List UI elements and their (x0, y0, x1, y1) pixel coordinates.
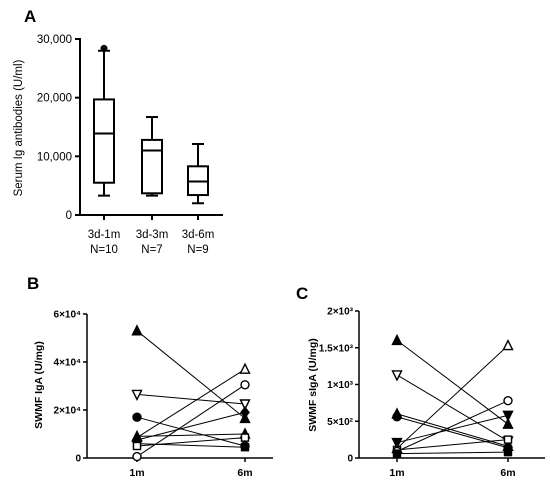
panel-b-letter: B (27, 274, 39, 293)
panel-c-y-axis-label: SWMF sIgA (U/mg) (307, 338, 319, 432)
panel-c-category-label: 1m (389, 467, 404, 479)
panel-a-y-tick-label: 20,000 (37, 93, 72, 105)
panel-c-y-tick-label: 5×10² (327, 417, 354, 428)
panel-a-box-1 (93, 44, 115, 197)
panel-a-y-tick-label: 0 (66, 210, 72, 222)
panel-b-pair-line (136, 411, 246, 441)
panel-b-category-label: 6m (237, 467, 252, 479)
point-triangle-down (502, 410, 514, 422)
point-circle (240, 380, 250, 390)
point-triangle-up (131, 429, 143, 442)
panel-a-axes: 0 10,000 20,000 30,000 3d-1m N=10 3d-3m N=7 3d-6… (37, 34, 223, 256)
panel-a-n-label: N=7 (141, 244, 162, 256)
panel-b-pair-line (136, 416, 246, 447)
panel-b-pair-line (136, 368, 246, 439)
panel-a-n-label: N=9 (187, 244, 208, 256)
point-triangle-down (239, 399, 251, 411)
panel-c-axes: 0 5×10² 1×10³ 1.5×10³ 2×10³ 1m 6m (319, 307, 545, 479)
panel-c-y-tick-label: 0 (347, 454, 353, 465)
panel-c-y-tick-label: 2×10³ (327, 307, 354, 318)
panel-c-pair-line (396, 400, 509, 452)
panel-b-category-label: 1m (129, 467, 144, 479)
panel-c-pair-line (396, 340, 509, 425)
panel-b-y-tick-label: 2×10⁴ (54, 406, 82, 417)
panel-b-axes: 0 2×10⁴ 4×10⁴ 6×10⁴ 1m 6m (54, 310, 273, 479)
point-triangle-up (131, 324, 143, 336)
panel-a-y-tick-label: 10,000 (37, 151, 72, 163)
panel-b-y-tick-label: 0 (75, 454, 81, 465)
box-outlier (100, 44, 108, 52)
panel-b-pair-line (136, 393, 246, 405)
panel-b-pair-line (136, 433, 246, 437)
point-triangle-down (391, 370, 403, 382)
point-square (392, 449, 402, 458)
panel-a-y-tick-label: 30,000 (37, 34, 72, 46)
point-triangle-down (131, 389, 143, 401)
panel-c-pair-line (396, 451, 509, 455)
panel-b-pair-line (136, 384, 246, 457)
box-iqr (141, 138, 163, 195)
panel-a-box-2 (141, 116, 163, 197)
panel-a-y-axis-label: Serum Ig antibodies (U/ml) (13, 59, 25, 196)
point-circle (392, 412, 402, 422)
point-square (240, 443, 250, 452)
panel-b-y-tick-label: 4×10⁴ (54, 358, 82, 369)
panel-a-boxes (93, 44, 209, 205)
panel-c-pair-line (396, 439, 509, 451)
panel-c-pair-line (396, 374, 509, 442)
panel-b: B SWMF IgA (U/mg) 0 2×10⁴ 4×10⁴ 6×10⁴ 1m 6m (27, 274, 273, 479)
point-circle (132, 451, 142, 462)
point-circle (503, 395, 513, 406)
panel-b-y-axis-label: SWMF IgA (U/mg) (33, 341, 45, 429)
point-triangle-up (502, 417, 514, 429)
panel-a-letter: A (24, 7, 36, 26)
panel-a-category-label: 3d-1m (88, 229, 121, 241)
panel-c-pair-line (396, 345, 509, 449)
point-square (503, 435, 513, 444)
panel-c-category-label: 6m (500, 467, 515, 479)
point-triangle-up (239, 362, 251, 374)
point-square (240, 433, 250, 442)
panel-a: A Serum Ig antibodies (U/ml) 0 10,000 20,0… (13, 7, 223, 256)
point-square (132, 441, 142, 451)
panel-a-box-3 (187, 143, 209, 205)
panel-c-y-tick-label: 1×10³ (327, 380, 354, 391)
panel-b-pair-line (136, 330, 246, 419)
panel-a-category-label: 3d-3m (136, 229, 169, 241)
panel-b-points (131, 324, 251, 462)
point-triangle-up (502, 338, 514, 351)
panel-c-points (391, 333, 514, 458)
point-circle (132, 412, 142, 422)
box-iqr (93, 98, 115, 184)
point-square (503, 447, 513, 457)
panel-c-y-tick-label: 1.5×10³ (319, 343, 354, 354)
point-diamond (240, 406, 250, 419)
panel-c-pair-line (396, 414, 509, 444)
panel-c-pair-line (396, 416, 509, 449)
panel-a-n-label: N=10 (90, 244, 118, 256)
panel-b-y-tick-label: 6×10⁴ (54, 310, 82, 321)
panel-c-letter: C (296, 284, 308, 303)
point-triangle-up (391, 333, 403, 346)
panel-c: C SWMF sIgA (U/mg) 0 5×10² 1×10³ 1.5×10³ 2×1… (296, 284, 545, 479)
panel-a-category-label: 3d-6m (182, 229, 215, 241)
